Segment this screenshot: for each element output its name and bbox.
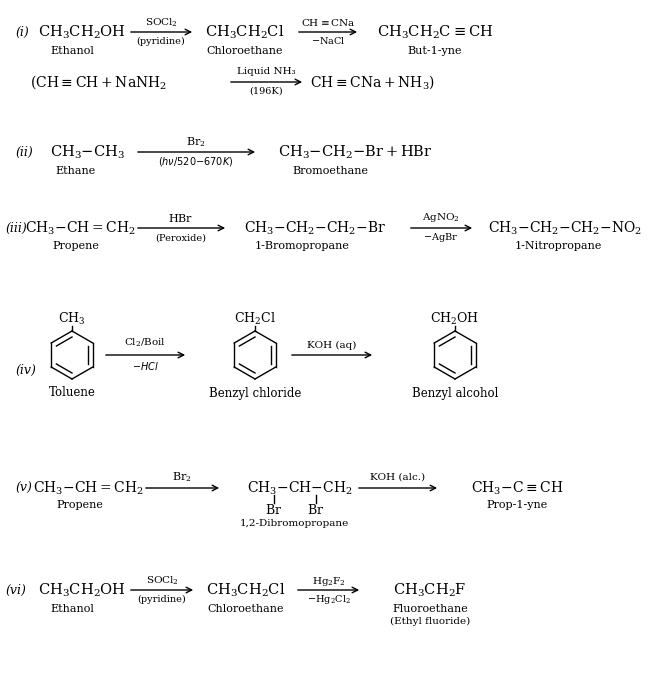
- Text: (pyridine): (pyridine): [137, 594, 186, 604]
- Text: (iii): (iii): [5, 221, 27, 234]
- Text: $\mathregular{Cl_2/Boil}$: $\mathregular{Cl_2/Boil}$: [124, 337, 166, 349]
- Text: $\mathregular{CH_2OH}$: $\mathregular{CH_2OH}$: [430, 311, 479, 327]
- Text: (Ethyl fluoride): (Ethyl fluoride): [390, 617, 470, 625]
- Text: $\mathregular{CH_2Cl}$: $\mathregular{CH_2Cl}$: [234, 311, 276, 327]
- Text: Propene: Propene: [56, 500, 103, 510]
- Text: (v): (v): [15, 481, 32, 494]
- Text: $\mathregular{CH{\equiv}CNa + NH_3)}$: $\mathregular{CH{\equiv}CNa + NH_3)}$: [310, 73, 435, 91]
- Text: Propene: Propene: [52, 241, 99, 251]
- Text: (i): (i): [15, 26, 29, 39]
- Text: $\mathregular{-AgBr}$: $\mathregular{-AgBr}$: [423, 232, 458, 244]
- Text: (vi): (vi): [5, 583, 26, 596]
- Text: Chloroethane: Chloroethane: [208, 604, 284, 614]
- Text: $\mathregular{CH_3{-}CH{=}CH_2}$: $\mathregular{CH_3{-}CH{=}CH_2}$: [33, 479, 143, 497]
- Text: Toluene: Toluene: [48, 386, 95, 399]
- Text: $\mathregular{CH_3}$: $\mathregular{CH_3}$: [58, 311, 86, 327]
- Text: Prop-1-yne: Prop-1-yne: [487, 500, 547, 510]
- Text: $\mathregular{CH_3{-}CH_2{-}CH_2{-}Br}$: $\mathregular{CH_3{-}CH_2{-}CH_2{-}Br}$: [244, 219, 386, 237]
- Text: Benzyl alcohol: Benzyl alcohol: [412, 386, 498, 399]
- Text: $\mathregular{CH_3{-}CH_3}$: $\mathregular{CH_3{-}CH_3}$: [50, 143, 126, 161]
- Text: $\mathregular{CH_3{-}CH{-}CH_2}$: $\mathregular{CH_3{-}CH{-}CH_2}$: [247, 479, 353, 497]
- Text: Fluoroethane: Fluoroethane: [392, 604, 468, 614]
- Text: Benzyl chloride: Benzyl chloride: [209, 386, 301, 399]
- Text: Ethane: Ethane: [56, 166, 96, 176]
- Text: $\mathregular{CH_3{-}CH_2{-}Br + HBr}$: $\mathregular{CH_3{-}CH_2{-}Br + HBr}$: [278, 143, 432, 161]
- Text: $\mathregular{Br}$: $\mathregular{Br}$: [307, 503, 324, 517]
- Text: 1,2-Dibromopropane: 1,2-Dibromopropane: [239, 519, 349, 528]
- Text: But-1-yne: But-1-yne: [407, 46, 462, 56]
- Text: KOH (alc.): KOH (alc.): [370, 473, 426, 481]
- Text: $\mathregular{CH{\equiv}CNa}$: $\mathregular{CH{\equiv}CNa}$: [301, 18, 355, 29]
- Text: $\mathregular{CH_3CH_2OH}$: $\mathregular{CH_3CH_2OH}$: [38, 581, 126, 599]
- Text: (pyridine): (pyridine): [137, 37, 185, 45]
- Text: $\mathregular{CH_3CH_2Cl}$: $\mathregular{CH_3CH_2Cl}$: [205, 23, 284, 41]
- Text: $\mathregular{CH_3{-}CH_2{-}CH_2{-}NO_2}$: $\mathregular{CH_3{-}CH_2{-}CH_2{-}NO_2}…: [488, 219, 642, 237]
- Text: (Peroxide): (Peroxide): [156, 234, 207, 242]
- Text: $\mathregular{HBr}$: $\mathregular{HBr}$: [169, 212, 194, 224]
- Text: Chloroethane: Chloroethane: [207, 46, 283, 56]
- Text: $\mathregular{Br_2}$: $\mathregular{Br_2}$: [186, 135, 206, 149]
- Text: $\mathregular{-NaCl}$: $\mathregular{-NaCl}$: [311, 35, 345, 46]
- Text: $\mathregular{-Hg_2Cl_2}$: $\mathregular{-Hg_2Cl_2}$: [307, 593, 351, 606]
- Text: KOH (aq): KOH (aq): [307, 340, 356, 350]
- Text: $\mathregular{Br}$: $\mathregular{Br}$: [266, 503, 283, 517]
- Text: $\mathregular{SOCl_2}$: $\mathregular{SOCl_2}$: [146, 574, 179, 587]
- Text: $\mathregular{(CH{\equiv}CH + NaNH_2}$: $\mathregular{(CH{\equiv}CH + NaNH_2}$: [30, 73, 167, 91]
- Text: $\mathregular{Hg_2F_2}$: $\mathregular{Hg_2F_2}$: [312, 574, 346, 587]
- Text: $\mathregular{CH_3{-}CH{=}CH_2}$: $\mathregular{CH_3{-}CH{=}CH_2}$: [25, 219, 135, 237]
- Text: $\mathregular{AgNO_2}$: $\mathregular{AgNO_2}$: [422, 211, 460, 225]
- Text: Liquid NH₃: Liquid NH₃: [237, 67, 296, 77]
- Text: $\mathregular{CH_3CH_2F}$: $\mathregular{CH_3CH_2F}$: [393, 581, 467, 599]
- Text: (196K): (196K): [249, 86, 283, 96]
- Text: (ii): (ii): [15, 145, 33, 158]
- Text: 1-Nitropropane: 1-Nitropropane: [514, 241, 602, 251]
- Text: $-HCl$: $-HCl$: [131, 360, 158, 372]
- Text: $\mathregular{CH_3CH_2Cl}$: $\mathregular{CH_3CH_2Cl}$: [206, 581, 286, 599]
- Text: Bromoethane: Bromoethane: [292, 166, 368, 176]
- Text: $\mathregular{CH_3CH_2OH}$: $\mathregular{CH_3CH_2OH}$: [38, 23, 126, 41]
- Text: $\mathregular{CH_3CH_2C{\equiv}CH}$: $\mathregular{CH_3CH_2C{\equiv}CH}$: [377, 23, 493, 41]
- Text: 1-Bromopropane: 1-Bromopropane: [254, 241, 349, 251]
- Text: Ethanol: Ethanol: [50, 46, 94, 56]
- Text: (iv): (iv): [15, 363, 36, 376]
- Text: $\mathregular{Br_2}$: $\mathregular{Br_2}$: [172, 470, 192, 484]
- Text: $\mathregular{CH_3{-}C{\equiv}CH}$: $\mathregular{CH_3{-}C{\equiv}CH}$: [471, 479, 563, 497]
- Text: $(h\nu/520{-}670K)$: $(h\nu/520{-}670K)$: [158, 155, 233, 168]
- Text: Ethanol: Ethanol: [50, 604, 94, 614]
- Text: $\mathregular{SOCl_2}$: $\mathregular{SOCl_2}$: [145, 17, 177, 29]
